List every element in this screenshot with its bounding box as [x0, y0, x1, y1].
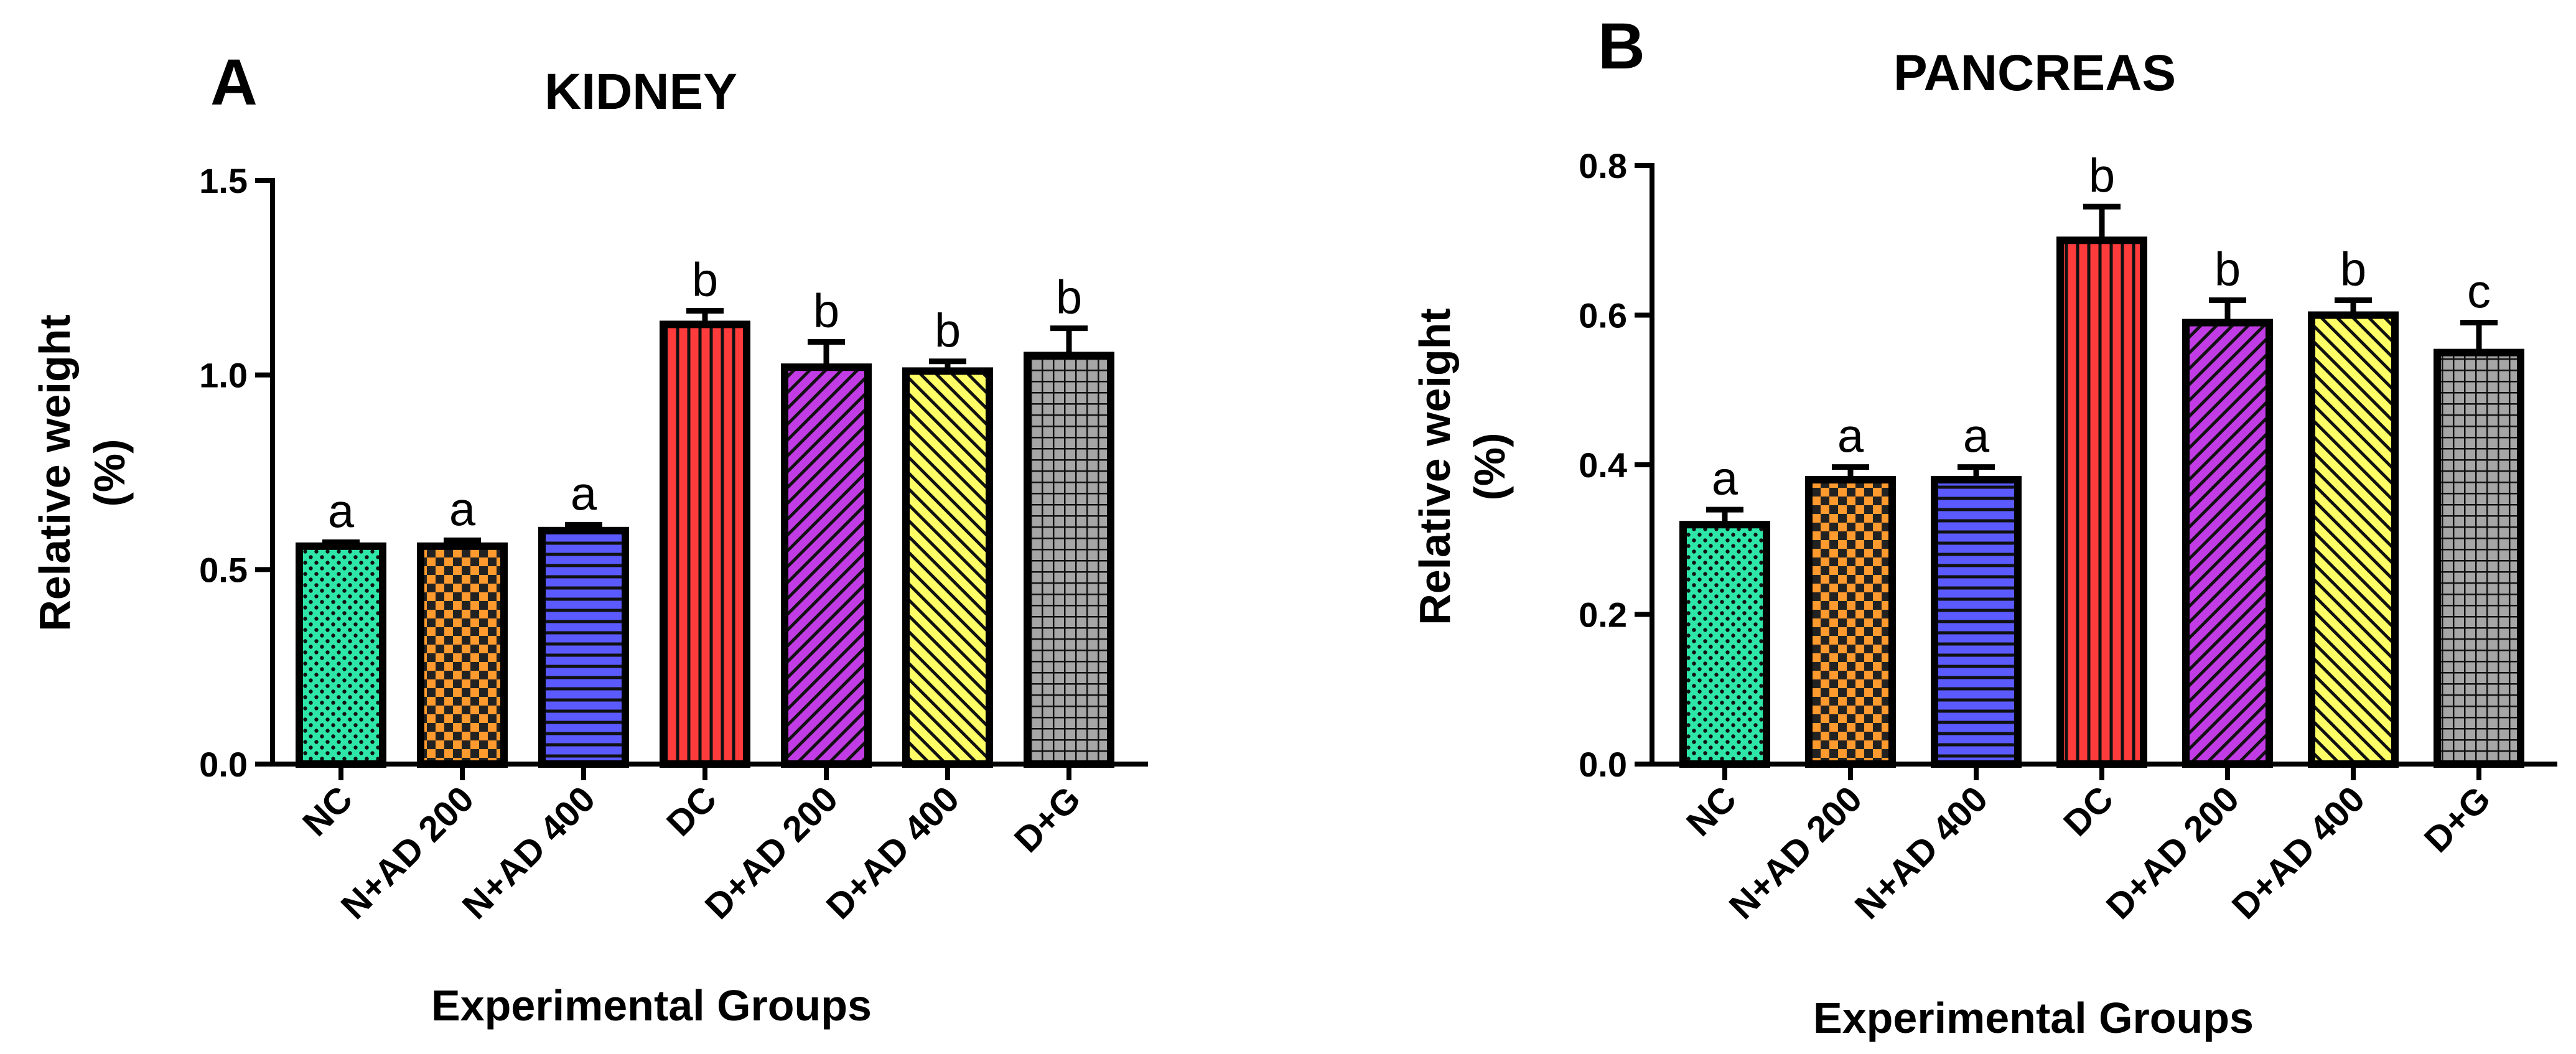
- y-tick-label-kidney: 1.5: [199, 161, 248, 200]
- category-label-kidney: D+AD 200: [698, 778, 846, 927]
- x-axis-title-pancreas: Experimental Groups: [1813, 994, 2254, 1042]
- y-tick-label-pancreas: 0.0: [1579, 745, 1627, 784]
- significance-letter-pancreas: b: [2089, 149, 2115, 202]
- bar-kidney: [296, 542, 386, 768]
- category-label-pancreas: DC: [2056, 778, 2121, 844]
- significance-letter-kidney: b: [692, 253, 718, 306]
- category-label-pancreas: NC: [1679, 778, 1744, 844]
- bar-kidney: [660, 320, 750, 768]
- significance-letter-pancreas: b: [2340, 243, 2366, 296]
- panel-kidney: A KIDNEY Relative weight (%) Experimenta…: [30, 46, 1148, 1030]
- y-tick-label-pancreas: 0.2: [1579, 595, 1627, 635]
- panel-letter-b: B: [1598, 10, 1645, 83]
- bar-kidney: [1024, 352, 1114, 768]
- bar-kidney: [417, 542, 508, 768]
- y-tick-label-pancreas: 0.4: [1579, 445, 1627, 485]
- plot-area-kidney: 0.0 0.5 1.0 1.5 a NC a N+AD 200 a N+AD 400 b DC b D+A…: [199, 161, 1148, 927]
- bar-pancreas: [1805, 476, 1896, 768]
- significance-letter-kidney: b: [813, 285, 839, 338]
- plot-area-pancreas: 0.0 0.2 0.4 0.6 0.8 a NC a N+AD 200 a N+AD 400 b DC b…: [1579, 146, 2557, 927]
- significance-letter-pancreas: a: [1963, 410, 1990, 463]
- category-label-pancreas: N+AD 200: [1722, 778, 1870, 927]
- category-label-kidney: D+AD 400: [819, 778, 968, 927]
- y-axis-title-kidney-line1: Relative weight: [30, 314, 79, 632]
- y-axis-title-pancreas-line1: Relative weight: [1411, 308, 1459, 625]
- category-label-kidney: N+AD 400: [455, 778, 604, 927]
- significance-letter-pancreas: b: [2214, 243, 2241, 296]
- significance-letter-pancreas: a: [1712, 452, 1738, 505]
- y-tick-label-kidney: 0.0: [199, 745, 248, 784]
- category-label-pancreas: D+AD 400: [2224, 778, 2373, 927]
- category-label-kidney: D+G: [1007, 778, 1088, 860]
- bar-pancreas: [2434, 348, 2524, 768]
- x-axis-title-kidney: Experimental Groups: [431, 981, 872, 1030]
- category-label-pancreas: D+AD 200: [2099, 778, 2247, 927]
- category-label-kidney: DC: [659, 778, 724, 844]
- significance-letter-pancreas: a: [1837, 410, 1864, 463]
- y-tick-label-kidney: 1.0: [199, 356, 248, 395]
- bar-pancreas: [2308, 311, 2399, 768]
- bar-pancreas: [2056, 236, 2147, 768]
- significance-letter-kidney: b: [1056, 271, 1082, 324]
- bar-kidney: [538, 526, 629, 768]
- category-label-kidney: NC: [295, 778, 360, 844]
- y-tick-label-pancreas: 0.6: [1579, 296, 1627, 335]
- significance-letter-kidney: b: [935, 304, 961, 357]
- significance-letter-pancreas: c: [2467, 266, 2491, 319]
- y-tick-label-pancreas: 0.8: [1579, 146, 1627, 185]
- bar-pancreas: [2182, 319, 2273, 768]
- significance-letter-kidney: a: [571, 467, 597, 520]
- panel-letter-a: A: [210, 46, 258, 119]
- category-label-kidney: N+AD 200: [334, 778, 482, 927]
- y-axis-title-kidney-line2: (%): [85, 439, 134, 507]
- y-axis-title-pancreas-line2: (%): [1465, 433, 1514, 501]
- bar-kidney: [781, 363, 872, 768]
- bar-pancreas: [1931, 476, 2022, 768]
- chart-title-kidney: KIDNEY: [544, 63, 737, 120]
- y-tick-label-kidney: 0.5: [199, 550, 248, 589]
- category-label-pancreas: D+G: [2417, 778, 2498, 860]
- significance-letter-kidney: a: [449, 483, 476, 536]
- category-label-pancreas: N+AD 400: [1847, 778, 1996, 927]
- bar-kidney: [902, 367, 993, 768]
- significance-letter-kidney: a: [328, 485, 355, 538]
- chart-title-pancreas: PANCREAS: [1893, 45, 2176, 101]
- bar-pancreas: [1679, 521, 1770, 768]
- panel-pancreas: B PANCREAS Relative weight (%) Experimen…: [1411, 10, 2557, 1042]
